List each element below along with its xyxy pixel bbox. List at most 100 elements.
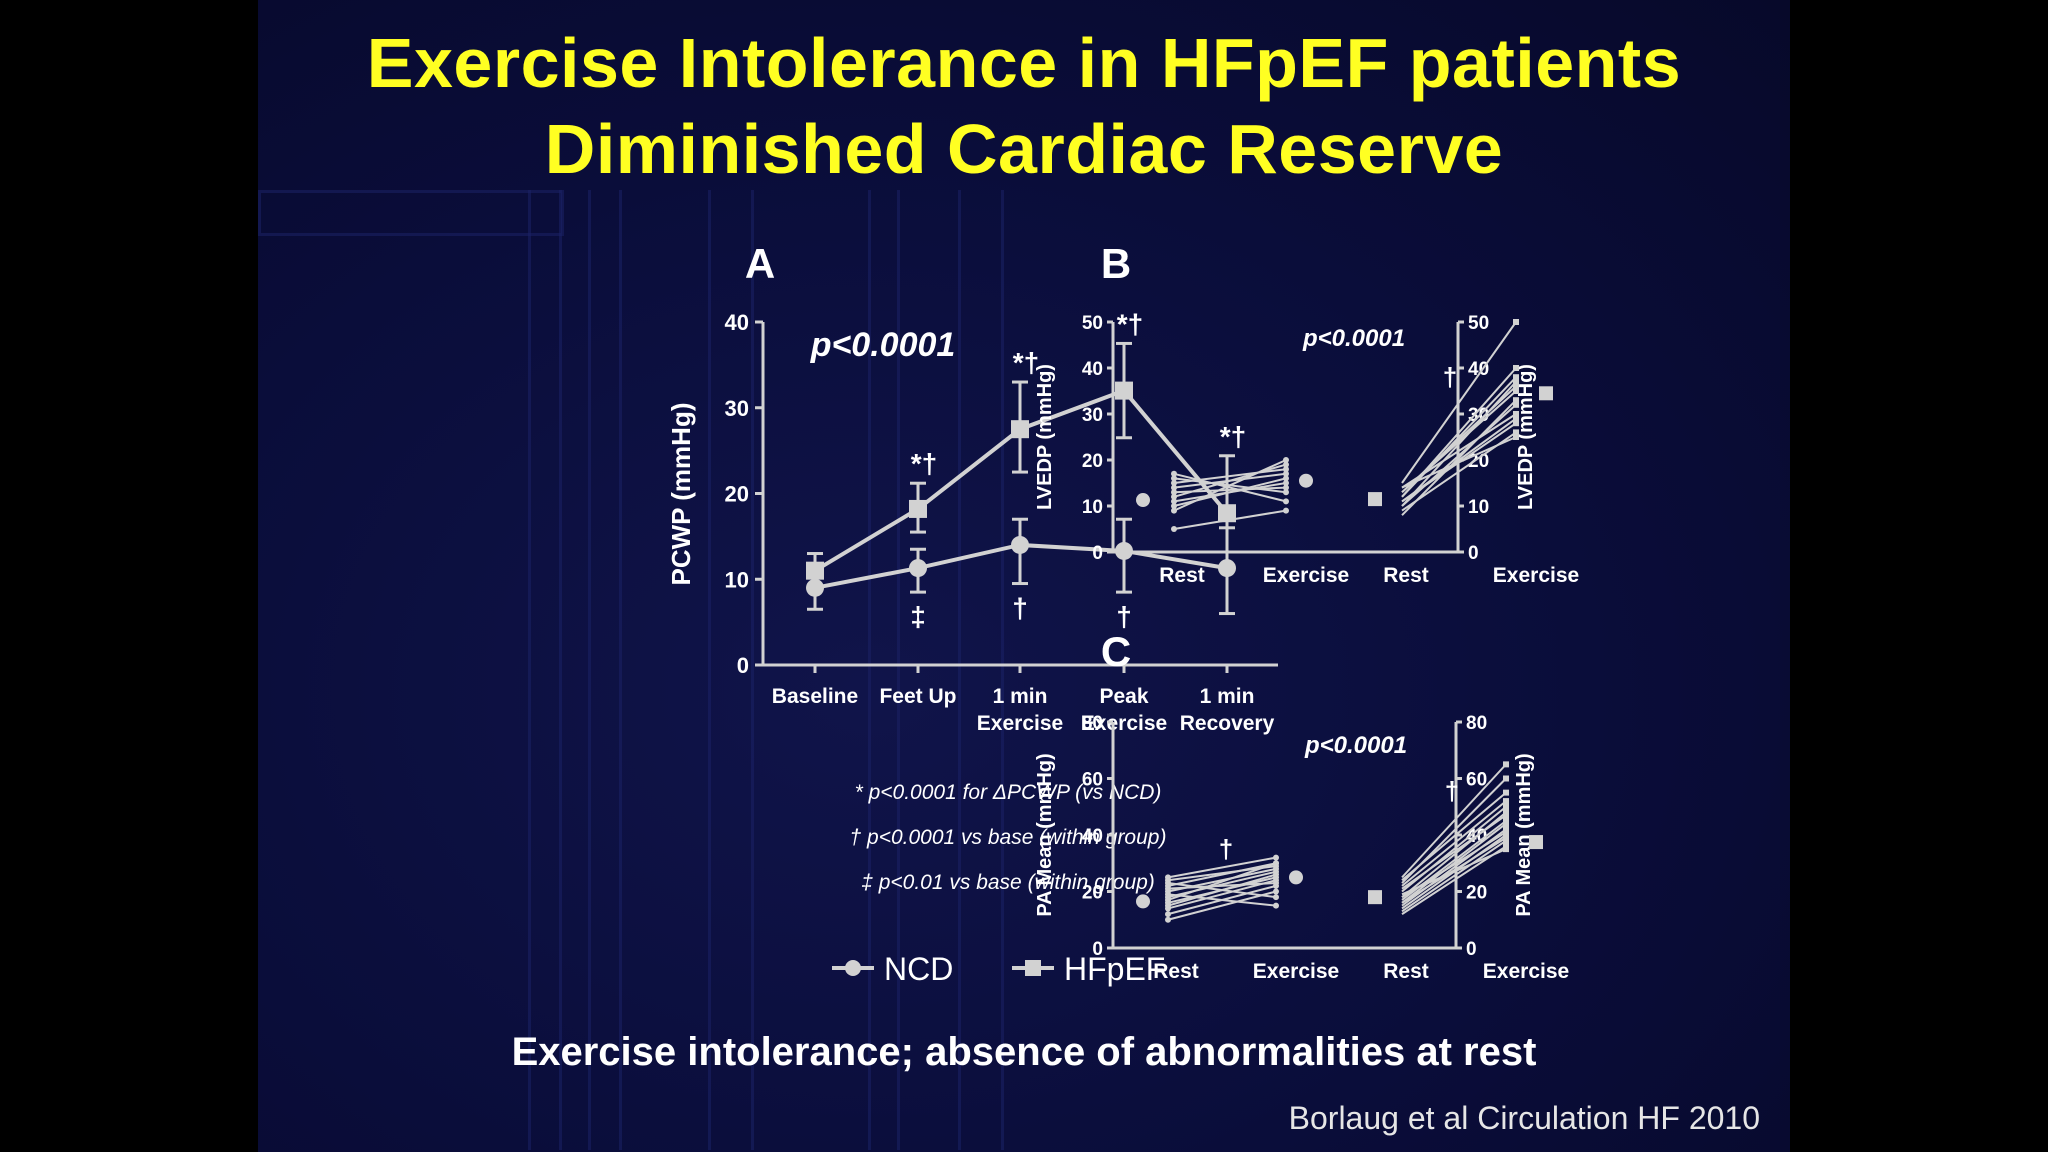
panel-c-hfpef-exercise-point [1503,820,1509,827]
panel-b-hfpef-pair-line [1401,436,1517,489]
panel-b-x-tick-label: Rest [1383,564,1429,587]
panel-c-hfpef-exercise-mean [1529,835,1543,850]
panel-c-hfpef-exercise-point [1503,812,1509,819]
panel-b-y-tick-label: 0 [1092,543,1103,564]
panel-a-y-tick-label: 0 [737,653,749,678]
panel-c-x-tick-label: Rest [1153,960,1199,983]
panel-b-ncd-exercise-point [1283,480,1289,486]
panel-b-hfpef-exercise-point [1513,429,1519,436]
panel-a-x-tick-label: Exercise [1081,712,1167,735]
slide-title-line-2: Diminished Cardiac Reserve [544,110,1504,188]
panel-b-hfpef-exercise-point [1513,415,1519,422]
panel-c-ncd-pair-line [1167,893,1277,907]
panel-b-hfpef-pair-line [1401,404,1517,507]
panel-b-ncd-pair-line [1173,472,1287,503]
panel-c-y-tick-label: 60 [1082,770,1103,791]
panel-c-ncd-exercise-point [1273,894,1279,901]
panel-b-ncd-exercise-point [1283,484,1289,491]
panel-c-ncd-pair-line [1167,856,1277,879]
panel-b-x-tick-label: Exercise [1263,564,1349,587]
panel-b-hfpef-exercise-point [1513,401,1519,408]
panel-c-y-tick-label-right: 60 [1466,770,1487,791]
panel-c-x-tick-label: Rest [1383,960,1429,983]
panel-b-ncd-rest-point [1171,493,1177,500]
panel-a-x-tick-label: Recovery [1180,712,1275,735]
panel-b-y-tick-label: 10 [1082,497,1103,518]
panel-a-x-tick-label: 1 min [1200,685,1255,708]
panel-a-point-hfpef [806,561,824,580]
panel-c-ncd-pair-line [1167,873,1277,907]
panel-b-ncd-rest-point [1171,480,1177,486]
legend-hfpef-marker [1025,960,1041,976]
panel-c-x-tick-label: Exercise [1483,960,1569,983]
panel-b-ncd-pair-line [1173,482,1287,503]
panel-a-x-tick-label: Feet Up [879,685,956,708]
panel-c-y-tick-label-right: 0 [1466,939,1477,960]
panel-c-ncd-rest-point [1165,911,1171,918]
panel-b-y-tick-label: 30 [1082,405,1103,426]
panel-c-y-tick-label-right: 80 [1466,713,1487,734]
figure-svg: A 0 10 20 30 40 Baseline Feet Up 1 min Exercise Pe… [666,240,1579,987]
panel-a-y-tick-label: 30 [725,396,749,421]
panel-b-ncd-exercise-point [1283,470,1289,477]
background-decoration [958,190,1004,1150]
panel-b-ncd-rest-point [1171,503,1177,509]
panel-c-ncd-exercise-point [1273,902,1279,909]
panel-b-hfpef-exercise-point [1513,365,1519,371]
panel-c-hfpef-pair-line [1401,831,1507,898]
background-decoration [258,190,564,236]
panel-c-ncd-rest-point [1165,896,1171,903]
panel-a-annotation: *† [1117,308,1143,339]
panel-c-hfpef-exercise-point [1503,803,1509,810]
panel-b-hfpef-exercise-point [1513,420,1519,427]
panel-c-ncd-exercise-point [1273,888,1279,895]
panel-a-label: A [745,240,775,287]
panel-b-hfpef-pair-line [1401,376,1517,498]
panel-a-annotation: *† [911,448,937,479]
panel-b-ncd-exercise-mean [1299,473,1313,488]
panel-b-ncd-exercise-point [1283,466,1289,473]
panel-a-point-hfpef [1011,420,1029,439]
panel-a-annotation: † [1012,593,1028,624]
panel-c-ncd-exercise-point [1273,880,1279,887]
panel-c-ncd-exercise-point [1273,871,1279,878]
panel-b-y-tick-label: 40 [1082,359,1103,380]
panel-b-hfpef-exercise-point [1513,411,1519,417]
panel-a-y-tick-label: 10 [725,567,749,592]
background-decoration [528,190,562,1150]
panel-c-hfpef-exercise-point [1503,761,1509,768]
panel-c-pvalue: p<0.0001 [1304,732,1407,759]
panel-b-ncd-pair-line [1173,509,1287,530]
panel-a-x-tick-label: Exercise [977,712,1063,735]
panel-a-x-tick-label: Baseline [772,685,858,708]
panel-c-ncd-exercise-point [1273,854,1279,861]
panel-a-x-tick-label: Peak [1099,685,1148,708]
panel-b-hfpef-exercise-point [1513,319,1519,325]
panel-b-ncd-rest-point [1171,470,1177,477]
panel-b-ncd-exercise-point [1283,507,1289,514]
panel-c-ncd-rest-point [1165,885,1171,892]
panel-c-ncd-pair-line [1167,890,1277,921]
panel-c-y-tick-label: 80 [1082,713,1103,734]
panel-b-hfpef-exercise-point [1513,388,1519,394]
panel-b-x-tick-label: Exercise [1493,564,1579,587]
panel-c-hfpef-pair-line [1401,800,1507,887]
panel-a-footnote: † p<0.0001 vs base (within group) [850,826,1167,849]
panel-b-hfpef-pair-line [1401,381,1517,507]
panel-b-y-axis-label-right: LVEDP (mmHg) [1515,364,1537,510]
panel-b-hfpef-exercise-point [1513,397,1519,404]
panel-c-hfpef-pair-line [1401,839,1507,913]
panel-b-ncd-rest-point [1171,498,1177,505]
panel-b-hfpef-pair-line [1401,399,1517,516]
background-decoration [588,190,622,1150]
panel-c-y-tick-label: 40 [1082,826,1103,847]
panel-c-hfpef-rest-mean [1368,890,1382,905]
slide-title-line-1: Exercise Intolerance in HFpEF patients [366,24,1682,102]
panel-b-y-axis-label: LVEDP (mmHg) [1034,364,1056,510]
panel-c-hfpef-pair-line [1401,814,1507,890]
panel-a-y-tick-label: 20 [725,482,749,507]
panel-b-hfpef-exercise-point [1513,434,1519,440]
panel-c-ncd-rest-mean [1136,894,1150,909]
panel-a-footnote: ‡ p<0.01 vs base (within group) [861,871,1155,894]
panel-c-hfpef-pair-line [1401,791,1507,881]
